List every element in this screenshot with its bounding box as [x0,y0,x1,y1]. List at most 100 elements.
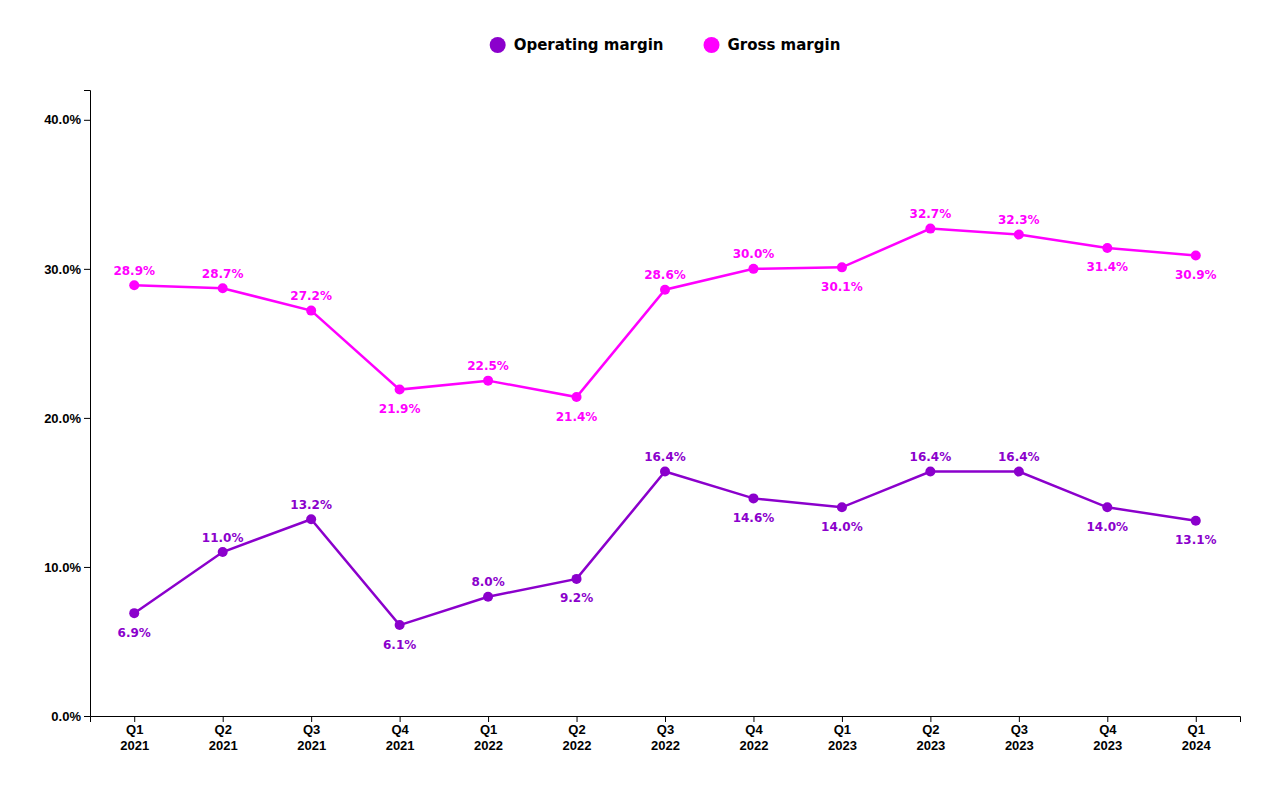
series-point [306,514,316,524]
data-label: 30.0% [733,247,775,261]
x-axis: Q12021 Q22021 Q32021 Q42021 Q12022 Q22022 Q320… [91,716,1241,753]
legend: Operating margin Gross margin [490,36,841,54]
series-point [837,502,847,512]
series-line [134,472,1196,626]
x-tick-label: Q12023 [828,722,857,753]
x-tick: Q32023 [1005,716,1034,753]
x-tick-mark [488,716,489,722]
data-label: 30.9% [1175,268,1217,282]
y-tick-label: 10.0% [44,560,81,575]
chart: 0.0% 10.0% 20.0% 30.0% 40.0% Q12021 Q22021 Q320… [0,0,1280,796]
series-point [395,620,405,630]
plot-area: 0.0% 10.0% 20.0% 30.0% 40.0% Q12021 Q22021 Q320… [44,91,1240,753]
x-tick-label: Q32022 [651,722,680,753]
x-tick-mark [1019,716,1020,722]
data-label: 9.2% [560,591,593,605]
series-point [1102,243,1112,253]
y-tick: 10.0% [44,560,90,575]
x-tick-mark [223,716,224,722]
x-tick: Q12024 [1182,716,1212,753]
data-label: 28.7% [202,267,244,281]
series-point [1014,467,1024,477]
x-tick-label: Q22022 [563,722,592,753]
series-point [748,493,758,503]
x-tick-mark [1107,716,1108,722]
x-tick-mark [665,716,666,722]
series-point [660,285,670,295]
x-tick: Q42022 [740,716,769,753]
data-label: 16.4% [910,450,952,464]
legend-marker [490,37,506,53]
y-tick-mark [84,418,90,419]
series-point [1191,516,1201,526]
y-axis-line [84,91,91,717]
series-point [1191,250,1201,260]
y-tick-mark [84,269,90,270]
data-label: 21.9% [379,402,421,416]
data-label: 6.9% [118,626,151,640]
x-tick: Q12021 [120,716,149,753]
series-point [306,306,316,316]
legend-item: Operating margin [490,36,664,54]
data-label: 32.3% [998,213,1040,227]
x-tick-label: Q22023 [916,722,945,753]
series-marks [129,224,1201,630]
x-tick-mark [842,716,843,722]
x-tick-mark [400,716,401,722]
series-point [1102,502,1112,512]
x-tick-label: Q32023 [1005,722,1034,753]
data-label: 8.0% [471,575,504,589]
x-tick: Q32021 [297,716,326,753]
x-tick: Q22022 [563,716,592,753]
data-label: 13.1% [1175,533,1217,547]
data-label: 27.2% [290,289,332,303]
y-tick-mark [84,567,90,568]
series-point [572,392,582,402]
data-label: 13.2% [290,498,332,512]
x-tick: Q32022 [651,716,680,753]
x-tick-mark [1196,716,1197,722]
y-tick-label: 40.0% [44,112,81,127]
x-tick: Q42021 [386,716,415,753]
x-tick-label: Q12021 [120,722,149,753]
legend-item: Gross margin [704,36,841,54]
x-tick: Q12022 [474,716,503,753]
series-point [572,574,582,584]
data-label: 21.4% [556,410,598,424]
x-tick: Q22021 [209,716,238,753]
y-tick-label: 20.0% [44,411,81,426]
data-label: 28.6% [644,268,686,282]
data-label: 32.7% [910,207,952,221]
x-tick-mark [134,716,135,722]
data-label: 22.5% [467,359,509,373]
x-tick-label: Q12022 [474,722,503,753]
x-tick: Q42023 [1093,716,1122,753]
series-point [483,592,493,602]
series-point [395,385,405,395]
y-tick: 40.0% [44,112,90,127]
y-tick: 0.0% [51,709,90,724]
x-tick-mark [753,716,754,722]
x-tick: Q22023 [916,716,945,753]
y-axis: 0.0%10.0%20.0%30.0%40.0% [44,91,90,724]
data-labels: 6.9%11.0%13.2%6.1%8.0%9.2%16.4%14.6%14.0… [113,207,1216,651]
series-point [218,547,228,557]
series-point [660,467,670,477]
legend-label: Gross margin [728,36,841,54]
x-tick-mark [577,716,578,722]
data-label: 30.1% [821,280,863,294]
x-tick-mark [930,716,931,722]
series-point [748,264,758,274]
legend-marker [704,37,720,53]
data-label: 14.0% [1086,520,1128,534]
x-tick-label: Q42021 [386,722,415,753]
data-label: 14.6% [733,511,775,525]
data-label: 16.4% [644,450,686,464]
data-label: 6.1% [383,638,416,652]
x-tick-label: Q32021 [297,722,326,753]
data-label: 14.0% [821,520,863,534]
series-point [218,283,228,293]
y-tick: 20.0% [44,411,90,426]
legend-label: Operating margin [514,36,664,54]
x-axis-line [91,717,1241,723]
